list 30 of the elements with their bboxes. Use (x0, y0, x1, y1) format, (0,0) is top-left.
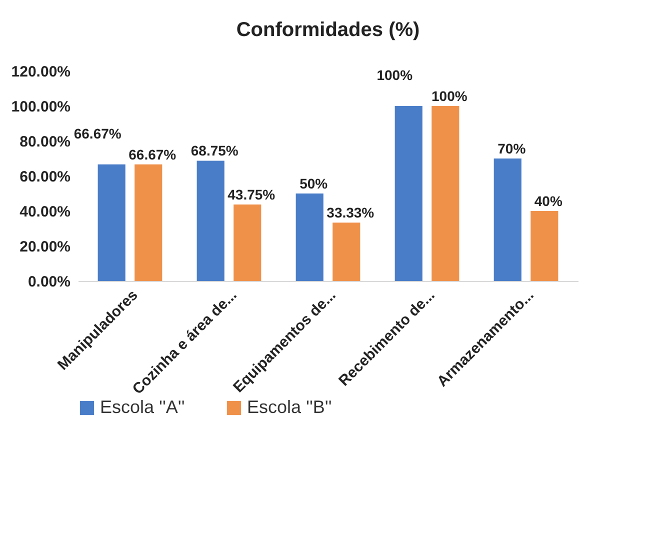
data-label: 70% (498, 140, 526, 156)
data-label: 66.67% (128, 146, 177, 162)
y-tick-label: 100.00% (11, 98, 70, 116)
bar (332, 222, 360, 281)
bar (296, 194, 324, 281)
y-tick-label: 40.00% (20, 204, 70, 220)
data-label: 66.67% (74, 125, 122, 142)
bar (530, 211, 558, 281)
legend-label: Escola ''A'' (100, 397, 185, 417)
data-label: 100% (431, 88, 468, 104)
bar (196, 160, 224, 281)
bar (494, 158, 522, 281)
bar (98, 164, 126, 281)
data-label: 50% (300, 176, 328, 192)
y-tick-label: 20.00% (20, 238, 70, 256)
data-label: 43.75% (228, 186, 276, 202)
y-tick-label: 0.00% (28, 274, 70, 290)
data-label: 33.33% (326, 204, 375, 221)
bar (234, 204, 262, 281)
data-label: 100% (376, 67, 414, 83)
y-tick-label: 80.00% (20, 134, 70, 150)
chart-title: Conformidades (%) (236, 19, 420, 41)
y-tick-label: 60.00% (20, 168, 70, 186)
y-tick-label: 120.00% (11, 64, 70, 80)
bar (432, 106, 460, 281)
bar (394, 106, 422, 281)
data-label: 40% (534, 193, 563, 209)
bar (134, 164, 162, 281)
legend-label: Escola ''B'' (247, 397, 332, 417)
data-label: 68.75% (190, 142, 239, 159)
